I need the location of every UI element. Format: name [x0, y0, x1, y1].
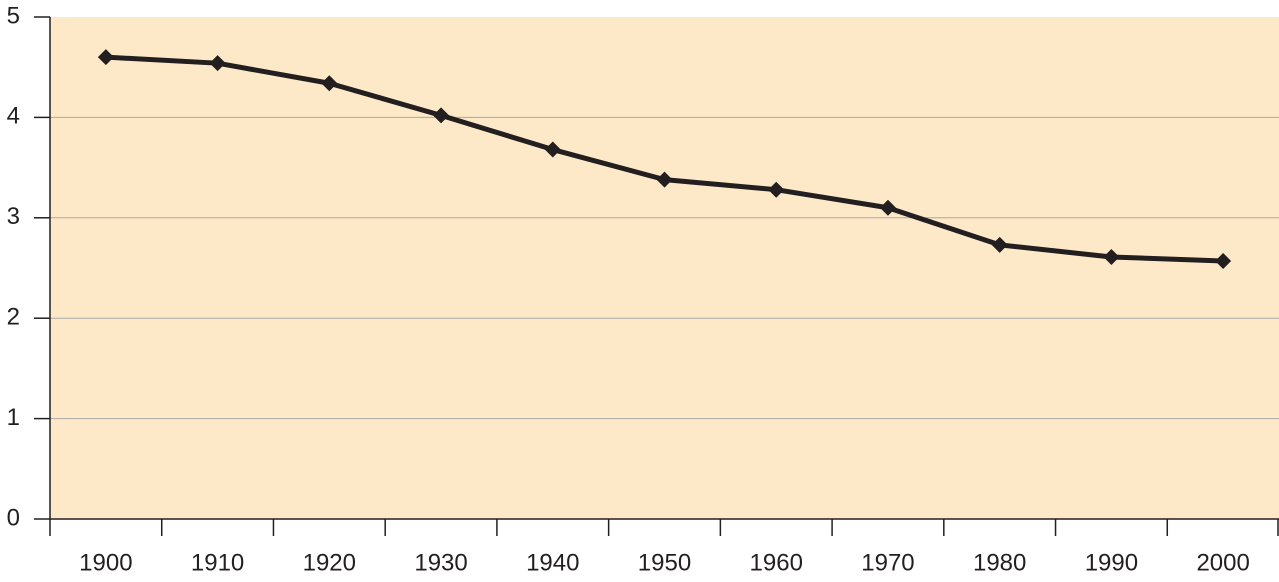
- x-tick-label: 1980: [973, 549, 1026, 576]
- x-tick-label: 1970: [861, 549, 914, 576]
- y-tick-label: 0: [7, 504, 20, 531]
- x-tick-label: 1910: [191, 549, 244, 576]
- x-tick-label: 1940: [526, 549, 579, 576]
- y-tick-label: 4: [7, 103, 20, 130]
- data-point: [768, 181, 785, 198]
- data-point: [209, 55, 226, 72]
- y-tick-label: 5: [7, 2, 20, 29]
- x-tick-label: 1990: [1085, 549, 1138, 576]
- data-point: [879, 199, 896, 216]
- x-tick-label: 2000: [1196, 549, 1249, 576]
- x-tick-label: 1950: [638, 549, 691, 576]
- x-tick-label: 1930: [414, 549, 467, 576]
- y-tick-label: 3: [7, 203, 20, 230]
- data-point: [544, 141, 561, 158]
- data-point: [321, 75, 338, 92]
- data-point: [991, 236, 1008, 253]
- x-tick-label: 1900: [79, 549, 132, 576]
- y-tick-label: 1: [7, 404, 20, 431]
- plot-area: [50, 17, 1279, 519]
- data-point: [97, 49, 114, 66]
- data-point: [656, 171, 673, 188]
- data-point: [433, 107, 450, 124]
- data-point: [1215, 252, 1232, 269]
- y-tick-label: 2: [7, 304, 20, 331]
- data-point: [1103, 248, 1120, 265]
- x-tick-label: 1920: [303, 549, 356, 576]
- x-tick-label: 1960: [750, 549, 803, 576]
